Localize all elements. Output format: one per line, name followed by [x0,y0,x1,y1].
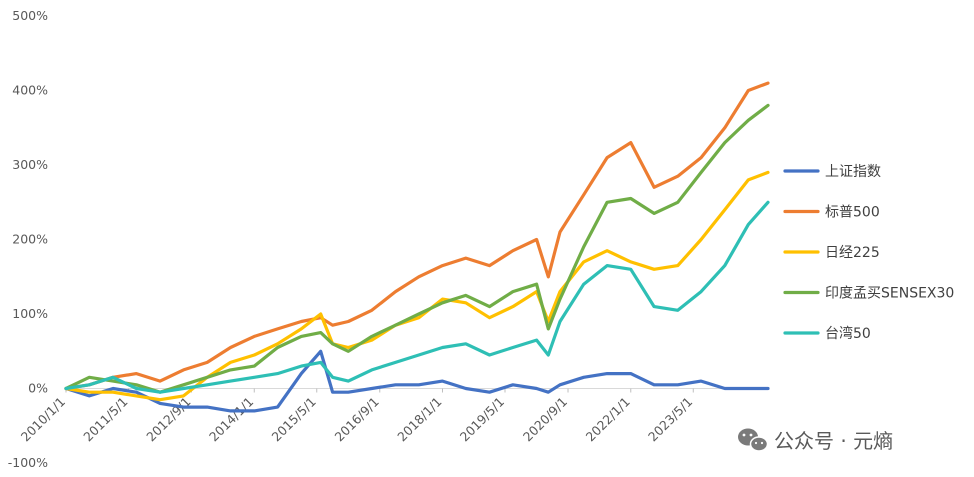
series-line-0 [64,349,770,413]
x-tick-label: 2019/5/1 [457,394,507,444]
legend-label: 标普500 [825,205,880,221]
y-axis: -100% 0% 100% 200% 300% 400% 500% [8,8,48,470]
series-line-1 [64,81,770,391]
y-tick-label: 400% [12,83,48,98]
y-tick-label: -100% [8,455,48,470]
legend-label: 台湾50 [825,325,871,342]
series-line-3 [64,103,770,394]
x-tick-label: 2016/9/1 [332,394,382,444]
x-tick-label: 2015/5/1 [269,394,319,444]
y-tick-label: 200% [12,232,48,247]
legend-label: 日经225 [825,245,880,261]
x-tick-label: 2022/1/1 [583,394,633,444]
x-tick-label: 2012/9/1 [143,394,193,444]
x-tick-label: 2018/1/1 [394,394,444,444]
y-tick-label: 300% [12,157,48,172]
legend-label: 上证指数 [825,164,881,180]
y-tick-label: 500% [12,8,48,23]
x-tick-label: 2020/9/1 [520,394,570,444]
series-line-2 [64,170,770,402]
x-axis: 2010/1/1 2011/5/1 2012/9/1 2014/1/1 2015/5/1… [18,388,695,444]
watermark: 公众号 · 元熵 [738,428,893,453]
y-tick-label: 100% [12,306,48,321]
series-line-4 [64,200,770,394]
x-tick-label: 2011/5/1 [80,394,130,444]
watermark-text: 公众号 · 元熵 [774,429,893,453]
x-tick-label: 2023/5/1 [645,394,695,444]
series-lines [64,81,770,413]
x-tick-label: 2014/1/1 [206,394,256,444]
x-tick-label: 2010/1/1 [18,394,68,444]
legend-label: 印度孟买SENSEX30 [825,286,954,302]
y-tick-label: 0% [28,381,48,396]
wechat-icon [738,428,769,452]
